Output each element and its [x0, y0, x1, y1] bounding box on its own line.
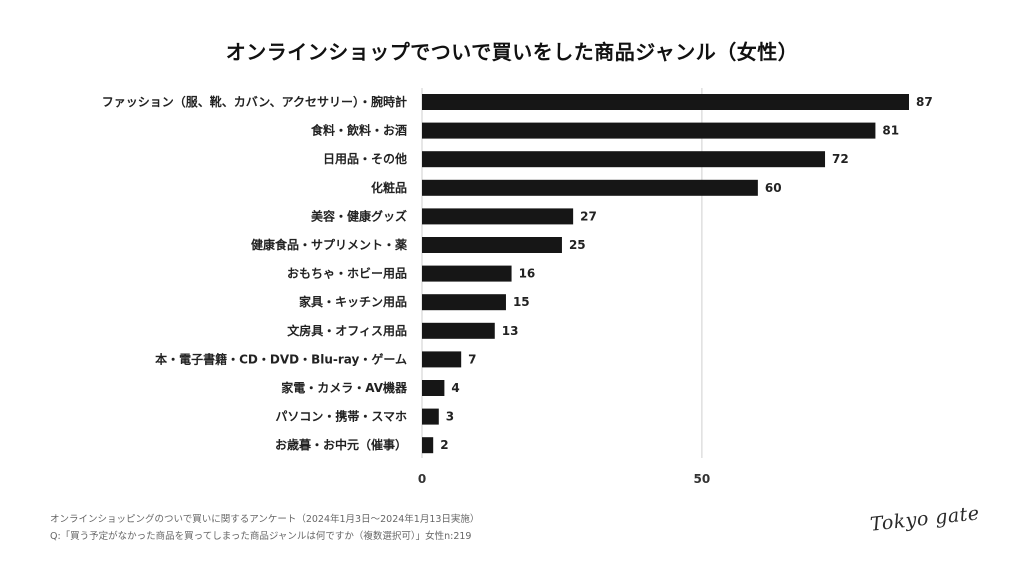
bar	[422, 179, 758, 196]
category-label: お歳暮・お中元（催事）	[275, 437, 407, 452]
bar	[422, 322, 495, 339]
data-label: 15	[513, 295, 530, 309]
data-label: 27	[580, 209, 597, 223]
bar	[422, 237, 562, 253]
category-label: 食料・飲料・お酒	[310, 123, 407, 138]
category-label: ファッション（服、靴、カバン、アクセサリー）・腕時計	[102, 94, 407, 109]
data-label: 2	[440, 438, 448, 452]
bar	[422, 151, 826, 168]
category-label: 文房具・オフィス用品	[287, 323, 407, 338]
data-label: 16	[519, 267, 536, 281]
bar	[422, 351, 462, 368]
survey-question: Q:「買う予定がなかった商品を買ってしまった商品ジャンルは何ですか（複数選択可）…	[50, 531, 472, 542]
category-label: パソコン・携帯・スマホ	[275, 409, 407, 424]
bar	[422, 408, 439, 425]
data-label: 72	[832, 152, 849, 166]
category-label: 美容・健康グッズ	[311, 208, 407, 223]
category-label: 家電・カメラ・AV機器	[281, 380, 408, 395]
bar	[422, 208, 574, 225]
x-tick-label: 0	[418, 472, 426, 486]
data-label: 87	[916, 95, 933, 109]
category-label: 本・電子書籍・CD・DVD・Blu-ray・ゲーム	[155, 351, 407, 366]
bar	[422, 437, 434, 454]
chart-title: オンラインショップでついで買いをした商品ジャンル（女性）	[225, 40, 799, 64]
data-label: 3	[446, 410, 454, 424]
category-label: 化粧品	[371, 180, 407, 195]
bar	[422, 294, 506, 311]
category-label: 健康食品・サプリメント・薬	[251, 237, 407, 252]
data-label: 25	[569, 238, 586, 252]
x-tick-label: 50	[694, 472, 711, 486]
data-label: 13	[502, 324, 519, 338]
data-label: 4	[451, 381, 459, 395]
data-label: 81	[882, 124, 899, 138]
survey-note: オンラインショッピングのついで買いに関するアンケート（2024年1月3日〜202…	[50, 514, 480, 525]
category-label: 家具・キッチン用品	[299, 294, 407, 309]
bar	[422, 122, 876, 139]
category-label: 日用品・その他	[323, 151, 407, 166]
bar	[422, 94, 909, 110]
data-label: 7	[468, 352, 476, 366]
bar	[422, 265, 512, 282]
data-label: 60	[765, 181, 782, 195]
bar	[422, 380, 445, 396]
category-label: おもちゃ・ホビー用品	[287, 266, 407, 281]
